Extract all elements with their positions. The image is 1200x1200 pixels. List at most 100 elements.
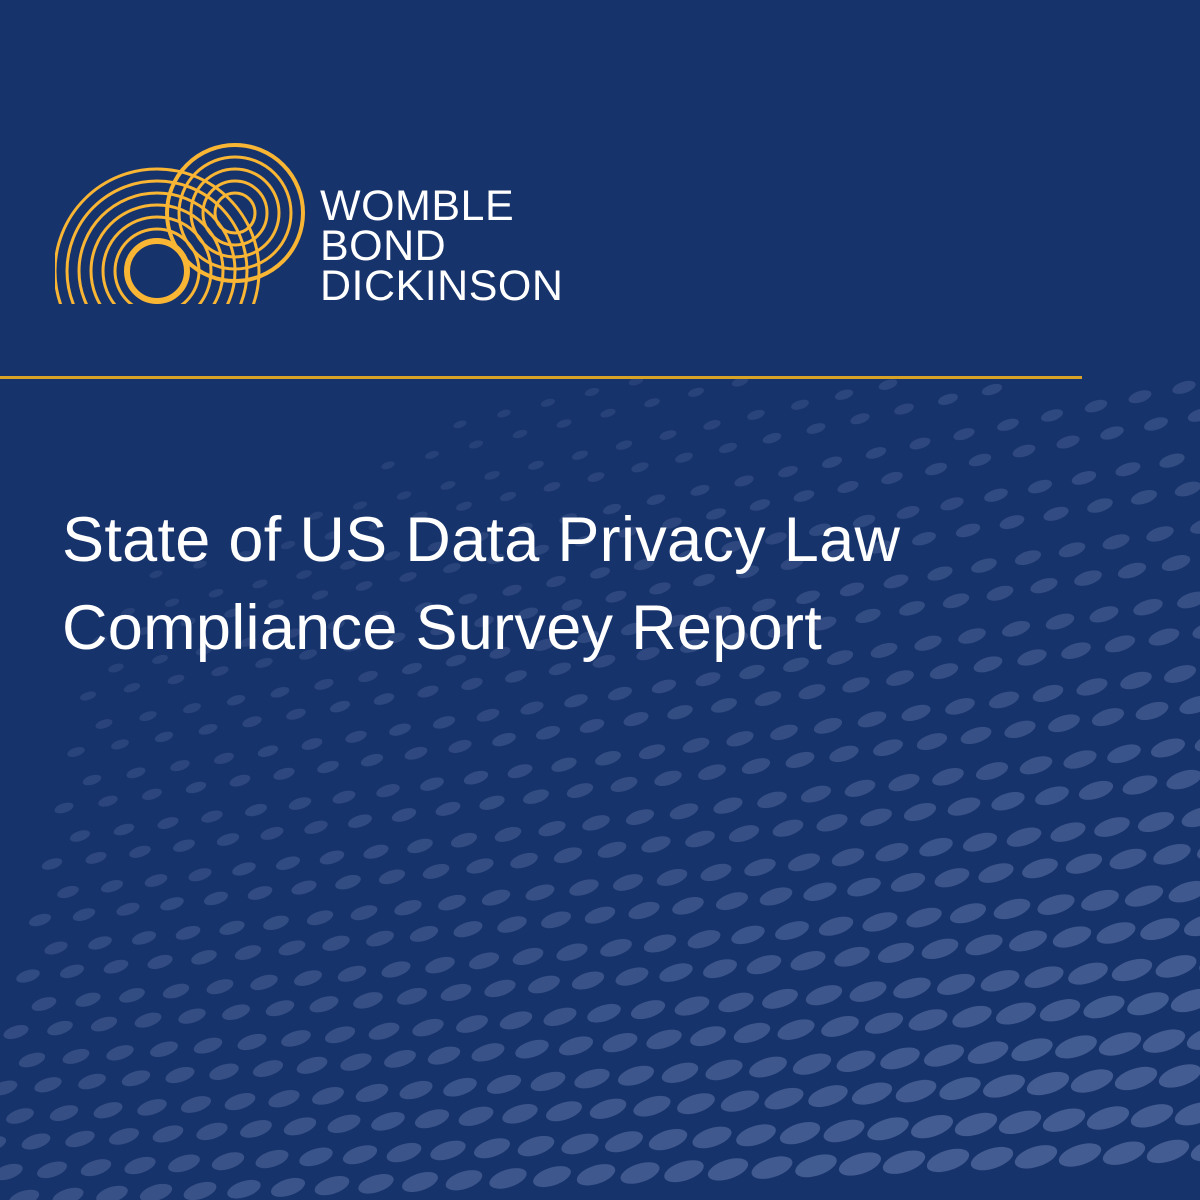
pattern-dot xyxy=(476,708,500,722)
pattern-dot xyxy=(764,1087,804,1110)
pattern-dot xyxy=(360,753,384,767)
pattern-dot xyxy=(234,945,262,960)
pattern-dot xyxy=(896,506,920,519)
pattern-dot xyxy=(373,693,395,705)
pattern-dot xyxy=(731,377,749,387)
pattern-dot xyxy=(1045,613,1075,630)
pattern-dot xyxy=(792,1053,832,1075)
pattern-dot xyxy=(164,598,180,607)
pattern-dot xyxy=(144,874,168,887)
pattern-dot xyxy=(517,1135,555,1157)
pattern-dot xyxy=(533,1166,571,1188)
pattern-dot xyxy=(664,614,688,628)
pattern-dot xyxy=(646,494,666,505)
pattern-dot xyxy=(327,619,345,630)
pattern-dot xyxy=(688,387,704,397)
pattern-dot xyxy=(690,1026,726,1047)
pattern-dot xyxy=(1133,598,1163,616)
pattern-dot xyxy=(798,684,826,700)
pattern-dot xyxy=(502,584,522,596)
pattern-dot xyxy=(62,1048,90,1064)
pattern-dot xyxy=(952,1005,992,1028)
pattern-dot xyxy=(350,905,378,921)
pattern-dot xyxy=(672,897,704,915)
brand-line: DICKINSON xyxy=(320,262,564,310)
pattern-dot xyxy=(908,1009,948,1031)
pattern-dot xyxy=(739,664,765,680)
pattern-dot xyxy=(355,1083,389,1102)
pattern-dot xyxy=(479,795,505,810)
pattern-dot xyxy=(592,654,616,668)
pattern-dot xyxy=(386,632,406,644)
title-line: Compliance Survey Report xyxy=(62,593,823,663)
pattern-dot xyxy=(628,376,644,386)
pattern-dot xyxy=(1115,462,1141,477)
pattern-dot xyxy=(252,579,268,589)
pattern-dot xyxy=(921,938,959,960)
pattern-dot xyxy=(183,1181,217,1200)
pattern-dot xyxy=(873,739,903,757)
pattern-dot xyxy=(515,522,533,533)
pattern-dot xyxy=(242,716,262,728)
pattern-dot xyxy=(821,1016,859,1037)
pattern-dot xyxy=(209,1063,239,1081)
pattern-dot xyxy=(396,491,412,500)
pattern-dot xyxy=(759,887,793,906)
pattern-dot xyxy=(116,902,140,916)
pattern-dot xyxy=(808,523,832,536)
pattern-dot xyxy=(255,1149,289,1169)
pattern-dot xyxy=(219,920,245,935)
pattern-dot xyxy=(198,723,218,735)
pattern-dot xyxy=(749,1056,787,1078)
pattern-dot xyxy=(371,611,389,622)
pattern-dot xyxy=(993,898,1031,920)
pattern-dot xyxy=(954,1112,998,1137)
pattern-dot xyxy=(543,482,561,492)
pattern-dot xyxy=(530,1071,566,1092)
pattern-dot xyxy=(566,783,594,798)
pattern-dot xyxy=(914,635,942,651)
pattern-dot xyxy=(80,1159,112,1177)
pattern-dot xyxy=(324,1026,356,1044)
pattern-dot xyxy=(412,1018,444,1037)
pattern-dot xyxy=(834,946,870,967)
pattern-dot xyxy=(973,656,1003,673)
pattern-dot xyxy=(88,936,112,950)
pattern-dot xyxy=(291,880,317,895)
pattern-dot xyxy=(630,1000,666,1020)
pattern-dot xyxy=(975,762,1009,780)
pattern-dot xyxy=(929,663,959,680)
pattern-dot xyxy=(803,882,837,901)
pattern-dot xyxy=(265,1000,295,1017)
pattern-dot xyxy=(1087,498,1113,513)
pattern-dot xyxy=(113,823,135,836)
pattern-dot xyxy=(147,954,173,970)
pattern-dot xyxy=(932,768,964,786)
pattern-dot xyxy=(106,1045,134,1061)
pattern-dot xyxy=(661,1062,699,1083)
pattern-dot xyxy=(618,1065,654,1086)
pattern-dot xyxy=(489,1168,527,1189)
pattern-dot xyxy=(458,1106,494,1126)
pattern-dot xyxy=(1111,958,1153,982)
pattern-dot xyxy=(69,830,91,842)
pattern-dot xyxy=(260,826,284,840)
pattern-dot xyxy=(796,590,820,605)
pattern-dot xyxy=(1096,922,1136,944)
pattern-dot xyxy=(41,858,63,870)
pattern-dot xyxy=(28,913,52,927)
pattern-dot xyxy=(440,481,456,490)
pattern-dot xyxy=(240,1120,272,1138)
pattern-dot xyxy=(468,952,500,970)
pattern-dot xyxy=(895,1079,937,1103)
pattern-dot xyxy=(515,1039,549,1059)
pattern-dot xyxy=(962,832,998,852)
logo-ring xyxy=(165,143,305,283)
pattern-dot xyxy=(512,429,528,439)
pattern-dot xyxy=(1109,848,1147,870)
pattern-dot xyxy=(1158,1064,1200,1088)
pattern-dot xyxy=(108,663,124,673)
pattern-dot xyxy=(589,1098,627,1119)
pattern-dot xyxy=(1146,1139,1190,1164)
pattern-dot xyxy=(1174,1101,1200,1126)
